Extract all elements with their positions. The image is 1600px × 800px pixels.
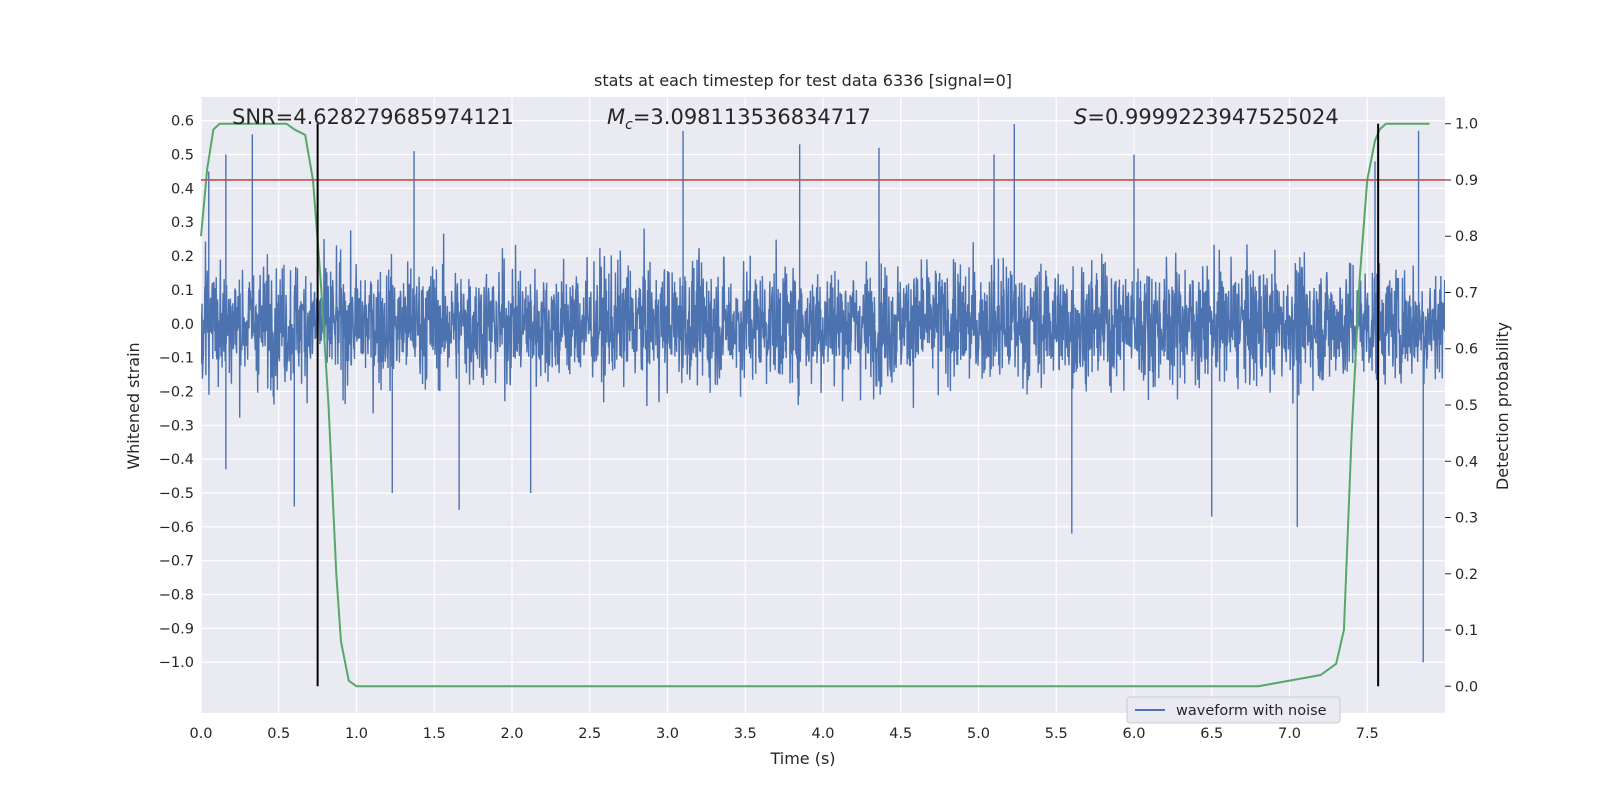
waveform-line: [201, 124, 1445, 663]
y-tick-label: 0.6: [171, 114, 194, 130]
y-tick-label: 0.5: [171, 148, 194, 164]
y-tick-label: 0.0: [171, 317, 194, 333]
y-tick-label: −0.1: [159, 351, 194, 367]
mc-symbol: M: [607, 105, 625, 129]
y2-tick-labels: 1.0 0.9 0.8 0.7 0.6 0.5 0.4 0.3 0.2 0.1 0.0: [1445, 117, 1478, 695]
y2-axis-label: Detection probability: [1493, 322, 1512, 490]
y-tick-label: −1.0: [159, 655, 194, 671]
x-tick-label: 2.0: [500, 726, 523, 742]
y2-tick-label: 0.4: [1455, 454, 1478, 470]
x-tick-label: 1.5: [423, 726, 446, 742]
y-tick-label: 0.3: [171, 215, 194, 231]
x-tick-label: 0.0: [189, 726, 212, 742]
x-tick-label: 5.5: [1045, 726, 1068, 742]
mc-subscript: c: [625, 117, 633, 133]
y-tick-label: −0.2: [159, 384, 194, 400]
x-axis-label: Time (s): [769, 749, 835, 768]
y-tick-label: 0.4: [171, 181, 194, 197]
y2-tick-label: 0.7: [1455, 285, 1478, 301]
y-tick-labels: 0.6 0.5 0.4 0.3 0.2 0.1 0.0 −0.1 −0.2 −0.3 −0.4 −0.…: [159, 114, 194, 672]
y-tick-label: −0.8: [159, 588, 194, 604]
y-tick-label: −0.4: [159, 452, 194, 468]
y-tick-label: −0.3: [159, 418, 194, 434]
y2-tick-label: 0.0: [1455, 679, 1478, 695]
x-tick-label: 1.0: [345, 726, 368, 742]
y-axis-label: Whitened strain: [124, 342, 143, 469]
detection-probability-series: [200, 122, 1430, 688]
legend-box: [1126, 696, 1341, 724]
s-value: =0.9999223947525024: [1087, 105, 1338, 129]
x-tick-label: 7.5: [1356, 726, 1379, 742]
y-tick-label: −0.7: [159, 554, 194, 570]
y2-tick-label: 1.0: [1455, 117, 1478, 133]
x-tick-label: 7.0: [1278, 726, 1301, 742]
y-tick-label: −0.9: [159, 621, 194, 637]
y2-tick-label: 0.9: [1455, 173, 1478, 189]
x-tick-label: 0.5: [267, 726, 290, 742]
y2-tick-label: 0.2: [1455, 567, 1478, 583]
y2-tick-label: 0.3: [1455, 511, 1478, 527]
y-tick-label: −0.6: [159, 520, 194, 536]
detection-probability-line: [200, 122, 1430, 688]
y-tick-label: 0.1: [171, 283, 194, 299]
x-tick-label: 6.0: [1122, 726, 1145, 742]
legend-label-waveform: waveform with noise: [1176, 703, 1327, 719]
y2-tick-label: 0.5: [1455, 398, 1478, 414]
y2-tick-label: 0.6: [1455, 342, 1478, 358]
x-tick-label: 3.0: [656, 726, 679, 742]
s-annotation: S=0.9999223947525024: [1074, 105, 1339, 129]
x-tick-label: 3.5: [734, 726, 757, 742]
y-tick-label: 0.2: [171, 249, 194, 265]
chart-title: stats at each timestep for test data 633…: [594, 71, 1012, 90]
x-tick-label: 4.5: [889, 726, 912, 742]
x-tick-label: 6.5: [1200, 726, 1223, 742]
x-tick-label: 5.0: [967, 726, 990, 742]
x-tick-labels: 0.0 0.5 1.0 1.5 2.0 2.5 3.0 3.5 4.0 4.5 5.0 5.5 6.0 6…: [189, 726, 1378, 742]
x-tick-label: 2.5: [578, 726, 601, 742]
grid-lines: [200, 97, 1445, 713]
y2-tick-label: 0.8: [1455, 229, 1478, 245]
vertical-markers: [316, 123, 1380, 687]
x-tick-label: 4.0: [811, 726, 834, 742]
snr-annotation: SNR=4.628279685974121: [232, 105, 514, 129]
y2-tick-label: 0.1: [1455, 623, 1478, 639]
s-symbol: S: [1074, 105, 1087, 129]
y-tick-label: −0.5: [159, 486, 194, 502]
mc-value: =3.098113536834717: [633, 105, 871, 129]
chirp-mass-annotation: Mc=3.098113536834717: [607, 105, 871, 133]
legend: waveform with noise: [1126, 696, 1341, 724]
waveform-series: [201, 124, 1445, 663]
